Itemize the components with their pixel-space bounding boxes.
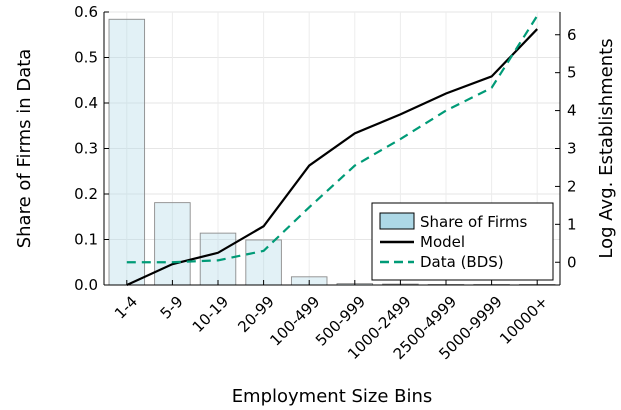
bar-1-4 — [108, 18, 146, 286]
y-right-tick-label: 2 — [567, 177, 577, 195]
y-left-tick-label: 0.1 — [74, 231, 98, 249]
y-left-tick-label: 0.2 — [74, 185, 98, 203]
y-axis-right-title: Log Avg. Establishments — [596, 38, 617, 258]
series-line-data-bds — [126, 15, 539, 264]
y-axis-left-title: Share of Firms in Data — [14, 49, 35, 249]
x-tick-label: 20-99 — [234, 293, 278, 337]
x-tick-label: 10000+ — [496, 293, 551, 348]
legend: Share of Firms Model Data (BDS) — [371, 202, 554, 281]
y-right-tick-label: 1 — [567, 215, 577, 233]
legend-swatch-share-of-firms — [379, 212, 415, 230]
series-line-model — [126, 28, 538, 287]
y-right-tick-label: 6 — [567, 26, 577, 44]
legend-label-data-bds: Data (BDS) — [420, 253, 504, 271]
y-right-tick-label: 0 — [567, 253, 577, 271]
x-tick-label: 1-4 — [111, 293, 141, 323]
legend-label-share-of-firms: Share of Firms — [420, 213, 527, 231]
y-left-tick-label: 0.0 — [74, 276, 98, 294]
bar-5-9 — [154, 202, 191, 286]
legend-label-model: Model — [420, 233, 465, 251]
y-left-tick-label: 0.4 — [74, 94, 98, 112]
y-left-tick-label: 0.3 — [74, 140, 98, 158]
y-right-tick-label: 3 — [567, 140, 577, 158]
y-left-tick-label: 0.6 — [74, 3, 98, 21]
x-axis-title: Employment Size Bins — [232, 386, 433, 407]
bar-10-19 — [199, 232, 237, 286]
line-group — [126, 15, 539, 287]
y-left-tick-label: 0.5 — [74, 49, 98, 67]
bar-20-99 — [245, 239, 282, 286]
x-tick-label: 5-9 — [157, 293, 187, 323]
x-tick-label: 10-19 — [189, 293, 233, 337]
y-right-tick-label: 4 — [567, 102, 577, 120]
y-right-tick-label: 5 — [567, 64, 577, 82]
